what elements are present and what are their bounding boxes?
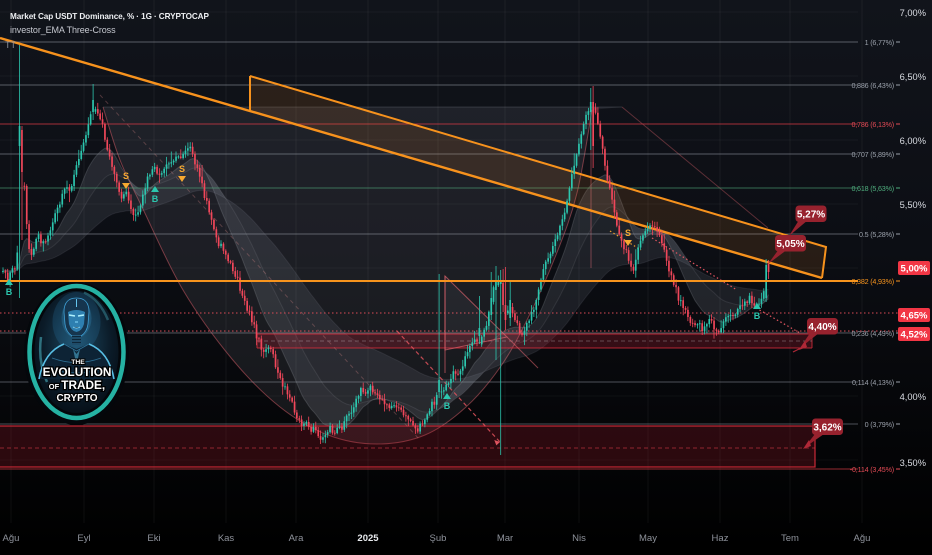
svg-text:S: S — [625, 228, 631, 238]
svg-text:0,786 (6,13%): 0,786 (6,13%) — [851, 120, 894, 129]
svg-text:Kas: Kas — [218, 533, 235, 544]
svg-text:Eki: Eki — [147, 533, 160, 544]
svg-text:0,382 (4,93%): 0,382 (4,93%) — [851, 277, 894, 286]
svg-text:0,707 (5,89%): 0,707 (5,89%) — [851, 150, 894, 159]
svg-text:0,236 (4,49%): 0,236 (4,49%) — [851, 329, 894, 338]
svg-text:5,00%: 5,00% — [901, 264, 928, 275]
svg-text:B: B — [6, 287, 13, 297]
svg-text:1 (6,77%): 1 (6,77%) — [865, 38, 894, 47]
svg-text:S: S — [123, 171, 129, 181]
svg-text:2025: 2025 — [357, 533, 379, 544]
svg-text:Ağu: Ağu — [854, 533, 871, 544]
svg-text:Nis: Nis — [572, 533, 586, 544]
svg-text:May: May — [639, 533, 657, 544]
svg-text:5,27%: 5,27% — [797, 210, 825, 221]
svg-text:0,618 (5,63%): 0,618 (5,63%) — [851, 184, 894, 193]
svg-text:Haz: Haz — [712, 533, 729, 544]
svg-text:Market Cap USDT Dominance, % ·: Market Cap USDT Dominance, % · 1G · CRYP… — [10, 12, 209, 21]
svg-text:Şub: Şub — [430, 533, 447, 544]
svg-text:B: B — [444, 401, 451, 411]
svg-text:-0,114 (3,45%): -0,114 (3,45%) — [850, 465, 894, 474]
svg-text:3,62%: 3,62% — [813, 423, 841, 434]
svg-text:S: S — [179, 164, 185, 174]
svg-text:Mar: Mar — [497, 533, 513, 544]
svg-text:B: B — [754, 311, 761, 321]
svg-text:Tem: Tem — [781, 533, 799, 544]
svg-text:0 (3,79%): 0 (3,79%) — [865, 420, 894, 429]
svg-text:Ara: Ara — [289, 533, 305, 544]
svg-text:B: B — [152, 194, 159, 204]
svg-text:4,52%: 4,52% — [901, 330, 928, 341]
svg-text:0.5 (5,28%): 0.5 (5,28%) — [859, 230, 894, 239]
svg-text:0,114 (4,13%): 0,114 (4,13%) — [852, 378, 894, 387]
svg-text:5,05%: 5,05% — [776, 239, 804, 250]
svg-text:EVOLUTION: EVOLUTION — [43, 365, 112, 379]
svg-text:THE: THE — [71, 359, 85, 366]
svg-text:TT: TT — [5, 40, 16, 50]
svg-text:6,50%: 6,50% — [900, 72, 926, 82]
svg-text:4,65%: 4,65% — [901, 311, 928, 322]
svg-text:investor_EMA Three-Cross: investor_EMA Three-Cross — [10, 25, 116, 35]
svg-text:Eyl: Eyl — [77, 533, 90, 544]
svg-text:0,886 (6,43%): 0,886 (6,43%) — [851, 81, 894, 90]
svg-text:4,40%: 4,40% — [808, 322, 836, 333]
svg-text:Ağu: Ağu — [3, 533, 20, 544]
svg-text:3,50%: 3,50% — [900, 458, 926, 468]
svg-text:6,00%: 6,00% — [900, 136, 926, 146]
svg-text:5,50%: 5,50% — [900, 200, 926, 210]
svg-text:CRYPTO: CRYPTO — [56, 393, 97, 404]
svg-text:7,00%: 7,00% — [900, 8, 926, 18]
svg-text:OF TRADE,: OF TRADE, — [49, 378, 105, 392]
svg-text:4,00%: 4,00% — [900, 392, 926, 402]
